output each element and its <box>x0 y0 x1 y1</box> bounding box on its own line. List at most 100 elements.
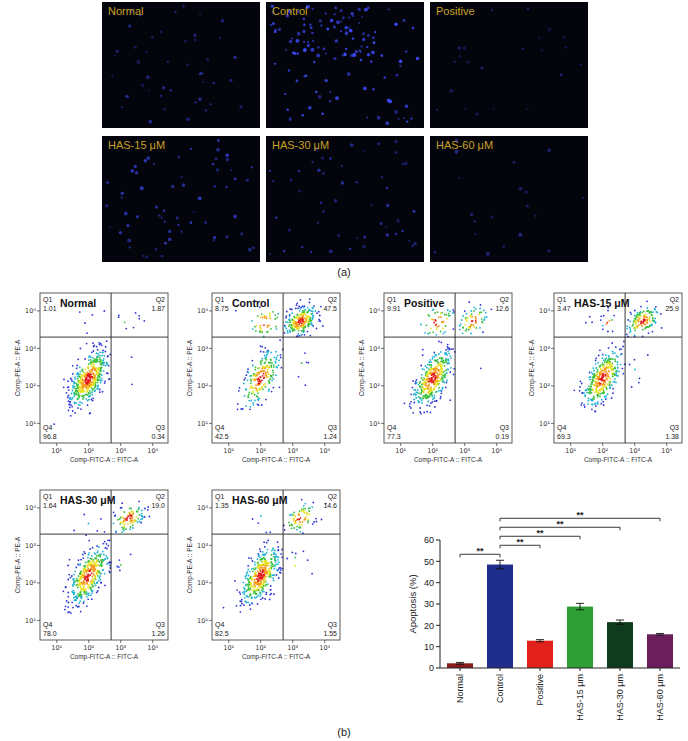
nucleus-dot <box>303 24 306 27</box>
event-dot <box>261 404 263 406</box>
event-dot <box>427 401 429 403</box>
quadrant-name: Q3 <box>328 424 337 432</box>
event-dot <box>90 363 92 365</box>
nucleus-dot <box>288 69 290 71</box>
event-dot <box>245 389 247 391</box>
fluorescence-image: HAS-30 μM <box>266 136 424 262</box>
event-dot <box>272 369 274 371</box>
event-dot <box>427 372 429 374</box>
nucleus-dot <box>326 28 329 31</box>
event-dot <box>101 378 103 380</box>
event-dot <box>450 348 452 350</box>
quadrant-value: 42.5 <box>215 433 229 440</box>
y-tick <box>381 423 384 424</box>
x-tick <box>432 443 433 446</box>
panel-label: (a) <box>337 266 350 278</box>
event-dot <box>445 325 447 327</box>
nucleus-dot <box>565 46 568 49</box>
event-dot <box>472 324 474 326</box>
event-dot <box>91 399 93 401</box>
event-dot <box>90 373 92 375</box>
nucleus-dot <box>513 161 516 164</box>
quadrant-value: 12.6 <box>495 305 509 312</box>
event-dot <box>77 359 79 361</box>
nucleus-dot <box>318 95 322 99</box>
event-dot <box>89 412 91 414</box>
nucleus-dot <box>345 33 347 35</box>
event-dot <box>77 378 79 380</box>
event-dot <box>440 365 442 367</box>
event-dot <box>133 327 135 329</box>
event-dot <box>92 362 94 364</box>
event-dot <box>298 328 300 330</box>
event-dot <box>309 298 311 300</box>
nucleus-dot <box>307 44 310 47</box>
event-dot <box>268 367 270 369</box>
event-dot <box>434 379 436 381</box>
nucleus-dot <box>144 159 148 163</box>
event-dot <box>96 361 98 363</box>
fluorescence-image: HAS-60 μM <box>430 136 588 262</box>
y-axis-label: Comp-PE-A :: PE-A <box>186 339 194 396</box>
nucleus-dot <box>347 72 351 76</box>
event-dot <box>75 393 77 395</box>
event-dot <box>78 397 80 399</box>
event-dot <box>449 311 451 313</box>
event-dot <box>431 391 433 393</box>
nucleus-dot <box>349 248 351 250</box>
nucleus-dot <box>358 22 360 24</box>
event-dot <box>491 308 493 310</box>
event-dot <box>97 385 99 387</box>
event-dot <box>313 305 315 307</box>
event-dot <box>471 324 473 326</box>
event-dot <box>432 309 434 311</box>
event-dot <box>275 351 277 353</box>
event-dot <box>431 379 433 381</box>
event-dot <box>98 373 100 375</box>
nucleus-dot <box>317 46 320 49</box>
event-dot <box>293 319 295 321</box>
event-dot <box>257 367 259 369</box>
event-dot <box>295 322 297 324</box>
event-dot <box>101 367 103 369</box>
event-dot <box>434 386 436 388</box>
nucleus-dot <box>315 91 317 93</box>
event-dot <box>244 395 246 397</box>
event-dot <box>431 378 433 380</box>
nucleus-dot <box>311 32 314 35</box>
event-dot <box>87 368 89 370</box>
events <box>404 301 493 414</box>
event-dot <box>267 350 269 352</box>
nucleus-dot <box>161 217 163 219</box>
nucleus-dot <box>286 109 289 112</box>
y-axis-label: Comp-PE-A :: PE-A <box>14 339 22 396</box>
nucleus-dot <box>380 176 383 179</box>
event-dot <box>437 362 439 364</box>
nucleus-dot <box>405 104 409 108</box>
event-dot <box>99 376 101 378</box>
nucleus-dot <box>402 19 405 22</box>
event-dot <box>447 344 449 346</box>
event-dot <box>289 308 291 310</box>
plot-frame <box>212 293 340 443</box>
event-dot <box>82 398 84 400</box>
event-dot <box>442 378 444 380</box>
event-dot <box>92 373 94 375</box>
nucleus-dot <box>408 240 410 242</box>
event-dot <box>465 319 467 321</box>
nucleus-dot <box>202 81 204 83</box>
nucleus-dot <box>199 13 201 15</box>
nucleus-dot <box>317 168 321 172</box>
event-dot <box>444 314 446 316</box>
event-dot <box>468 301 470 303</box>
event-dot <box>252 365 254 367</box>
nucleus-dot <box>386 233 390 237</box>
event-dot <box>100 382 102 384</box>
x-tick <box>120 443 121 446</box>
event-dot <box>73 392 75 394</box>
event-dot <box>284 332 286 334</box>
event-dot <box>318 319 320 321</box>
nucleus-dot <box>251 166 253 168</box>
event-dot <box>475 318 477 320</box>
event-dot <box>243 383 245 385</box>
